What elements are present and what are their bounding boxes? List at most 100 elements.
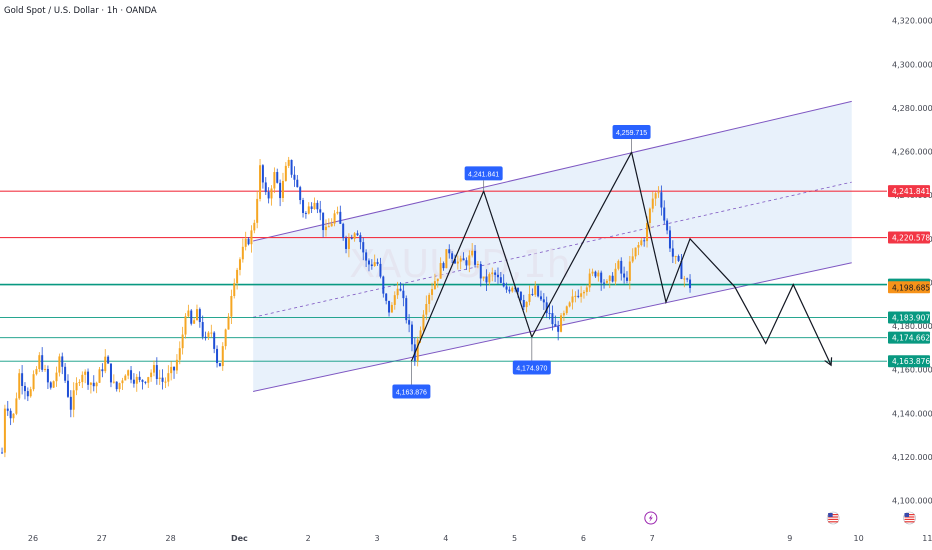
candle-body bbox=[370, 264, 373, 266]
candle-body bbox=[89, 382, 92, 385]
event-markers[interactable] bbox=[644, 511, 932, 525]
candle-body bbox=[577, 295, 580, 297]
candle-body bbox=[534, 285, 537, 295]
price-axis[interactable]: 4,100.000 4,120.000 4,140.000 4,160.000 4,18… bbox=[888, 17, 932, 506]
flag-stripe bbox=[828, 518, 839, 520]
candle-body bbox=[9, 410, 12, 419]
date-tick-label: 11 bbox=[922, 534, 932, 543]
channel-upper-line[interactable] bbox=[253, 100, 852, 242]
candle-body bbox=[425, 303, 428, 315]
candle-body bbox=[359, 235, 362, 243]
price-tick-label: 4,100.000 bbox=[892, 497, 932, 506]
candle-body bbox=[623, 273, 626, 278]
candle-body bbox=[640, 240, 643, 246]
horizontal-levels[interactable] bbox=[0, 190, 887, 362]
candle-body bbox=[98, 369, 101, 383]
candle-body bbox=[468, 255, 471, 266]
date-tick-label: 10 bbox=[854, 534, 864, 543]
candle-body bbox=[517, 287, 520, 292]
candle-body bbox=[29, 389, 32, 397]
candle-body bbox=[58, 356, 61, 373]
price-tick-label: 4,320.000 bbox=[892, 17, 932, 26]
candle-body bbox=[233, 283, 236, 297]
candle-body bbox=[1, 452, 4, 454]
flag-canton bbox=[828, 513, 833, 517]
level-price-label-box[interactable] bbox=[888, 331, 930, 344]
candle-body bbox=[195, 309, 198, 321]
candle-body bbox=[419, 330, 422, 340]
price-tick-label: 4,160.000 bbox=[892, 366, 932, 375]
current-price-label-box[interactable] bbox=[888, 281, 930, 294]
candle-body bbox=[135, 376, 138, 384]
projection-path[interactable] bbox=[410, 150, 832, 366]
candle-body bbox=[580, 293, 583, 297]
callout-box bbox=[392, 384, 431, 399]
candle-body bbox=[582, 291, 585, 294]
candle-body bbox=[646, 222, 649, 242]
candle-body bbox=[603, 282, 606, 284]
candle-body bbox=[198, 309, 201, 323]
candle-body bbox=[410, 324, 413, 345]
candle-body bbox=[284, 165, 287, 181]
level-price-label: 4,241.841 bbox=[892, 187, 930, 196]
candle-body bbox=[227, 316, 230, 330]
candle-body bbox=[554, 324, 557, 327]
candle-body bbox=[55, 372, 58, 382]
candle-body bbox=[147, 377, 150, 383]
candle-body bbox=[319, 209, 322, 213]
candle-body bbox=[201, 322, 204, 337]
level-price-label-box[interactable] bbox=[888, 185, 930, 198]
date-tick-label: Dec bbox=[231, 534, 248, 543]
candle-body bbox=[78, 382, 81, 384]
current-price-label: 4,198.685 bbox=[892, 283, 930, 292]
candle-body bbox=[247, 238, 250, 245]
candle-body bbox=[26, 391, 29, 397]
candle-body bbox=[52, 381, 55, 388]
candle-body bbox=[218, 363, 221, 367]
candle-body bbox=[75, 382, 78, 391]
candle-body bbox=[253, 222, 256, 231]
candle-body bbox=[588, 273, 591, 288]
symbol-title: Gold Spot / U.S. Dollar · 1h · OANDA bbox=[4, 6, 157, 16]
candle-body bbox=[339, 211, 342, 224]
lightning-bolt-shape bbox=[648, 514, 653, 522]
candle-body bbox=[299, 187, 302, 201]
arrow-head-icon bbox=[824, 357, 833, 367]
candle-body bbox=[666, 220, 669, 231]
pattern-drawing[interactable] bbox=[410, 150, 833, 367]
us-flag-icon[interactable] bbox=[903, 511, 916, 525]
candle-body bbox=[46, 368, 49, 383]
candle-body bbox=[167, 373, 170, 382]
candle-body bbox=[405, 298, 408, 321]
callout-label: 4,241.841 bbox=[468, 171, 499, 178]
time-axis[interactable]: 262728Dec2345679101112 bbox=[28, 534, 932, 543]
flag-stripe bbox=[828, 516, 839, 518]
candle-body bbox=[625, 277, 628, 281]
us-flag-icon[interactable] bbox=[826, 511, 840, 525]
candle-body bbox=[594, 271, 597, 277]
candle-body bbox=[279, 182, 282, 199]
level-price-label: 4,163.876 bbox=[892, 357, 930, 366]
candle-body bbox=[459, 258, 462, 262]
candle-body bbox=[118, 383, 121, 390]
candle-body bbox=[190, 310, 193, 324]
candle-body bbox=[436, 278, 439, 282]
candle-body bbox=[164, 381, 167, 383]
candle-body bbox=[127, 370, 130, 376]
candle-body bbox=[64, 366, 67, 381]
level-price-label-box[interactable] bbox=[888, 355, 930, 368]
level-price-label-box[interactable] bbox=[888, 231, 930, 244]
candle-body bbox=[474, 250, 477, 265]
candle-body bbox=[152, 365, 155, 373]
candle-body bbox=[499, 277, 502, 283]
level-price-label-box[interactable] bbox=[888, 311, 930, 324]
candle-body bbox=[551, 313, 554, 325]
candle-body bbox=[571, 296, 574, 303]
candle-body bbox=[333, 213, 336, 224]
flag-canton bbox=[904, 513, 910, 517]
candle-body bbox=[362, 242, 365, 253]
channel-mid-line[interactable] bbox=[253, 181, 852, 318]
candle-body bbox=[124, 375, 127, 381]
date-tick-label: 28 bbox=[166, 534, 176, 543]
